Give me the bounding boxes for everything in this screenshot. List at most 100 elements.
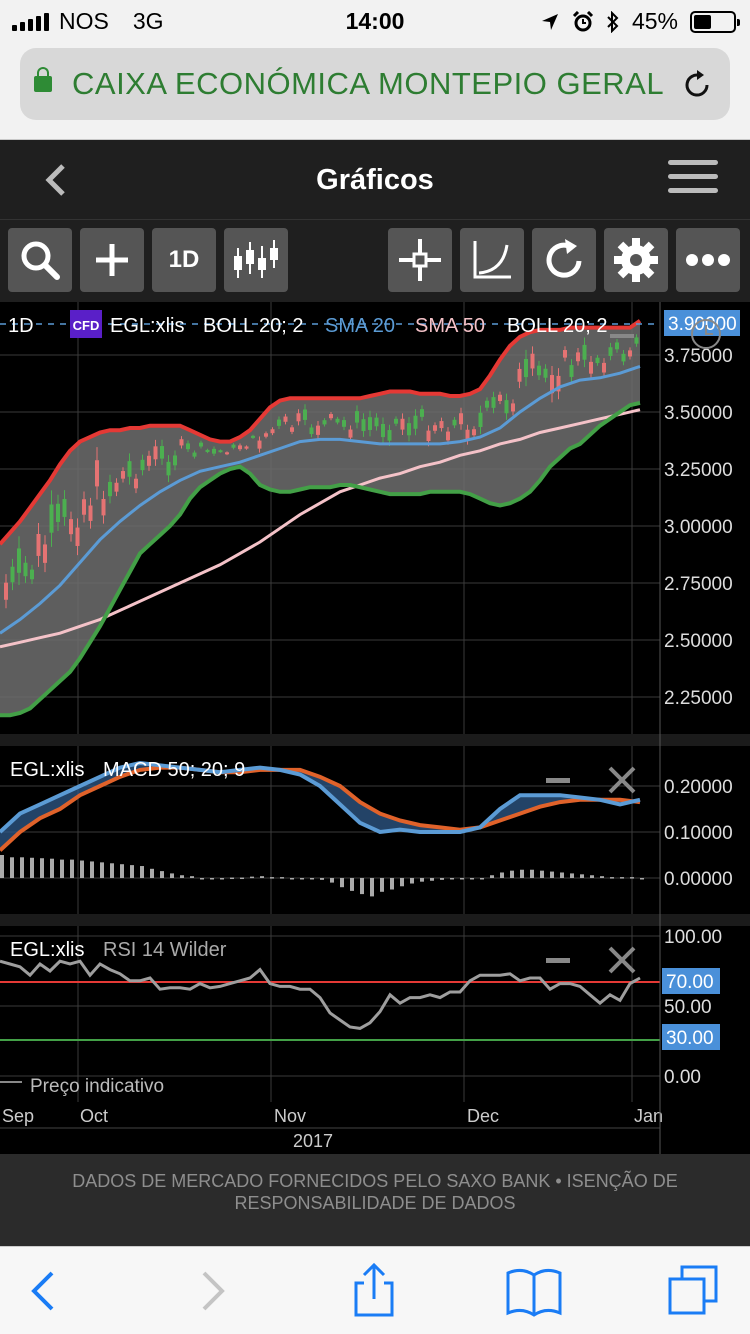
legend-period: 1D xyxy=(8,315,34,337)
macd-histogram-bar xyxy=(170,873,174,878)
month-label-sep: Sep xyxy=(2,1106,34,1126)
candle-body xyxy=(10,566,15,583)
menu-icon[interactable] xyxy=(668,160,718,200)
url-text[interactable]: CAIXA ECONÓMICA MONTEPIO GERAL xyxy=(72,66,665,101)
lock-icon xyxy=(34,67,52,92)
candle-body xyxy=(121,471,125,479)
forward-icon[interactable] xyxy=(182,1261,242,1321)
macd-histogram-bar xyxy=(180,875,184,878)
period-button[interactable]: 1D xyxy=(152,228,216,292)
rsi-level-tag-70 xyxy=(662,968,720,994)
macd-histogram-bar xyxy=(190,876,194,878)
crosshair-button[interactable] xyxy=(388,228,452,292)
bollinger-upper-line xyxy=(0,319,642,546)
macd-histogram-bar xyxy=(150,868,154,878)
macd-histogram-bar xyxy=(520,869,524,878)
candle-body xyxy=(433,425,437,431)
macd-histogram-bar xyxy=(370,878,374,897)
macd-close-icon[interactable] xyxy=(608,766,636,794)
macd-histogram-bar xyxy=(100,862,104,878)
candle-body xyxy=(147,455,151,466)
macd-histogram-bar xyxy=(600,876,604,878)
minimize-icon[interactable] xyxy=(610,334,634,338)
candle-body xyxy=(504,400,509,414)
candle-body xyxy=(127,461,132,477)
candle-body xyxy=(23,562,28,577)
address-bar[interactable]: CAIXA ECONÓMICA MONTEPIO GERAL xyxy=(20,48,730,120)
share-icon[interactable] xyxy=(344,1261,404,1321)
macd-histogram-bar xyxy=(90,861,94,878)
price-tick-label: 2.25000 xyxy=(664,688,733,709)
price-tick-label: 3.50000 xyxy=(664,403,733,424)
macd-tick-label: 0.00000 xyxy=(664,869,733,890)
chart-area[interactable]: 3.75000 3.50000 3.25000 3.00000 2.75000 2.500… xyxy=(0,302,750,1154)
legend-instrument: EGL:xlis xyxy=(110,315,184,337)
chart-svg[interactable]: 3.75000 3.50000 3.25000 3.00000 2.75000 2.500… xyxy=(0,302,750,1154)
candle-body xyxy=(420,409,424,417)
indicative-price-note: Preço indicativo xyxy=(30,1076,164,1097)
candle-body xyxy=(17,548,21,573)
candle-body xyxy=(524,358,528,378)
candle-body xyxy=(140,459,145,471)
macd-histogram-bar xyxy=(310,878,314,880)
candle-body xyxy=(244,446,249,449)
candle-body xyxy=(582,344,587,360)
macd-histogram-bar xyxy=(440,878,444,880)
more-button[interactable] xyxy=(676,228,740,292)
candle-body xyxy=(43,544,47,563)
candle-body xyxy=(576,352,580,362)
macd-histogram-bar xyxy=(530,869,534,878)
tabs-icon[interactable] xyxy=(664,1261,724,1321)
app-header: Gráficos xyxy=(0,140,750,220)
price-tick-label: 3.75000 xyxy=(664,346,733,367)
drawing-tool-button[interactable] xyxy=(460,228,524,292)
bollinger-band-fill xyxy=(0,320,640,716)
location-icon xyxy=(541,13,558,30)
candlesticks xyxy=(4,334,639,609)
candle-body xyxy=(394,418,398,424)
candle-body xyxy=(199,442,203,447)
candle-body xyxy=(82,499,86,515)
candle-body xyxy=(446,431,450,441)
search-button[interactable] xyxy=(8,228,72,292)
candle-body xyxy=(283,416,288,422)
candle-body xyxy=(75,527,80,546)
status-bar: NOS 3G 14:00 45% xyxy=(0,0,750,40)
macd-histogram-bar xyxy=(30,857,34,878)
bookmarks-icon[interactable] xyxy=(504,1261,564,1321)
candle-body xyxy=(329,414,333,419)
macd-minimize-icon[interactable] xyxy=(546,778,570,783)
refresh-button[interactable] xyxy=(532,228,596,292)
page-title: Gráficos xyxy=(316,164,434,196)
candle-body xyxy=(166,461,171,476)
curve-icon xyxy=(473,241,511,279)
rsi-close-icon[interactable] xyxy=(608,946,636,974)
chart-type-button[interactable] xyxy=(224,228,288,292)
candle-body xyxy=(335,418,340,423)
macd-panel[interactable]: 0.20000 0.10000 0.00000 EGL:xlis MACD 50; … xyxy=(0,759,733,897)
reload-icon[interactable] xyxy=(680,68,714,102)
candle-body xyxy=(192,452,197,457)
candle-body xyxy=(186,443,190,450)
candle-body xyxy=(160,446,164,459)
rsi-minimize-icon[interactable] xyxy=(546,958,570,963)
macd-histogram-bar xyxy=(260,876,264,878)
bollinger-lower-line xyxy=(0,400,641,718)
candle-body xyxy=(543,368,548,378)
market-data-disclaimer[interactable]: DADOS DE MERCADO FORNECIDOS PELO SAXO BA… xyxy=(0,1154,750,1246)
settings-button[interactable] xyxy=(604,228,668,292)
macd-histogram-bar xyxy=(130,865,134,878)
candle-body xyxy=(634,337,639,344)
back-icon[interactable] xyxy=(14,1261,74,1321)
cfd-badge xyxy=(70,310,102,338)
candle-body xyxy=(309,427,314,435)
back-chevron-icon[interactable] xyxy=(38,162,74,198)
clock-icon[interactable] xyxy=(691,319,721,349)
candle-body xyxy=(621,353,626,362)
add-indicator-button[interactable] xyxy=(80,228,144,292)
rsi-panel[interactable]: 100.00 50.00 0.00 70.00 30.00 EGL:xlis RSI… xyxy=(0,927,722,1097)
rsi-level-tag-30 xyxy=(662,1024,720,1050)
candle-body xyxy=(225,452,229,455)
candle-body xyxy=(498,394,502,402)
price-panel[interactable]: 3.75000 3.50000 3.25000 3.00000 2.75000 2.500… xyxy=(0,302,740,1102)
